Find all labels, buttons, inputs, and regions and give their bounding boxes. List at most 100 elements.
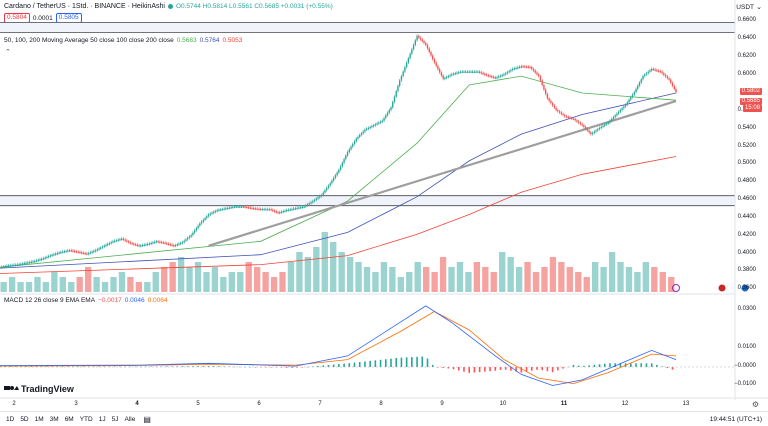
candle [374,124,377,126]
candle [75,251,78,253]
candle [600,126,602,129]
candle [195,228,198,231]
flag-icon[interactable] [741,284,749,292]
macd-hist-bar [296,367,298,368]
candle [160,242,163,244]
macd-legend[interactable]: MACD 12 26 close 9 EMA EMA −0.0017 0.004… [4,297,168,304]
candle [510,69,512,72]
candle [430,51,432,56]
candle [14,264,17,266]
candle [259,208,262,211]
chart-canvas[interactable] [0,0,768,411]
range-3m[interactable]: 3M [49,415,59,423]
time-tick: 12 [621,401,629,407]
candle [607,122,609,124]
candle [232,206,234,209]
range-1d[interactable]: 1D [6,415,15,423]
candle [150,242,152,245]
date-range-icon[interactable]: ▤ [143,414,151,424]
flag-icon[interactable] [718,284,726,292]
macd-hist-bar [134,366,137,368]
macd-hist-bar [504,367,507,370]
macd-hist-bar [661,366,663,367]
candle [317,197,319,199]
level-zone[interactable] [0,22,735,33]
candle [221,208,224,211]
macd-hist-bar [150,366,152,368]
candle [484,73,486,75]
volume-bar [296,252,303,292]
candle [122,238,125,240]
candle [362,131,364,134]
volume-bar [17,282,24,292]
event-icon[interactable] [672,284,680,292]
candle [312,201,314,203]
candle [110,242,112,244]
candle [407,58,410,63]
range-5d[interactable]: 5D [20,415,29,423]
candle [633,92,635,95]
range-6m[interactable]: 6M [64,415,74,423]
candle [400,76,403,81]
candle [359,135,361,137]
candle [616,113,618,116]
volume-bar [42,282,50,292]
candle [70,250,72,252]
level-zone[interactable] [0,195,735,206]
currency-chevron-icon[interactable]: ⌄ [756,4,762,11]
candle [635,88,637,93]
candle [505,73,507,75]
candle [503,74,505,76]
volume-bar [194,262,202,292]
volume-bar [279,272,286,292]
candle [186,237,189,240]
candle [543,85,545,90]
range-1y[interactable]: 1J [98,415,106,423]
range-1m[interactable]: 1M [34,415,44,423]
candle [423,41,425,44]
candle [534,70,536,73]
price-tick: 0.4200 [737,232,756,238]
range-all[interactable]: Alle [124,415,136,423]
price-tick: 0.6000 [737,71,756,77]
candle [444,77,446,80]
settings-gear-icon[interactable]: ⚙ [751,400,759,409]
collapse-legend-icon[interactable]: ⌃ [5,49,11,56]
candle [659,71,662,73]
candle [637,85,639,89]
macd-hist-bar [0,366,1,367]
candle [478,71,481,73]
ma200-line [0,156,677,274]
range-ytd[interactable]: YTD [79,415,93,423]
candle [204,218,206,220]
candle [2,266,5,268]
candle [614,115,616,118]
trendline[interactable] [208,100,677,247]
macd-hist-bar [551,367,554,373]
candle [461,71,463,73]
candle [63,251,65,253]
symbol-title[interactable]: Cardano / TetherUS · 1Std. · BINANCE · H… [4,3,165,10]
time-tick: 11 [560,401,568,407]
volume-bar [338,252,345,292]
price-tick: 0.5000 [737,160,756,166]
volume-bar [203,272,210,292]
macd-hist-bar [275,367,278,368]
currency-label[interactable]: USDT [736,4,754,11]
candle [20,263,22,266]
range-5y[interactable]: 5J [111,415,119,423]
volume-bar [482,267,489,292]
candle [326,187,328,191]
candle [28,262,31,264]
ma-legend[interactable]: 50, 100, 200 Moving Average 50 close 100… [4,37,242,44]
volume-bar [237,272,244,292]
clock[interactable]: 19:44:51 (UTC+1) [709,415,762,423]
macd-hist-bar [82,366,85,368]
candle [100,247,102,249]
horizontal-levels[interactable] [0,21,735,207]
candle [171,244,173,246]
macd-hist-bar [530,367,533,371]
candle [51,254,53,256]
candle [341,162,344,167]
macd-hist-bar [338,364,340,367]
